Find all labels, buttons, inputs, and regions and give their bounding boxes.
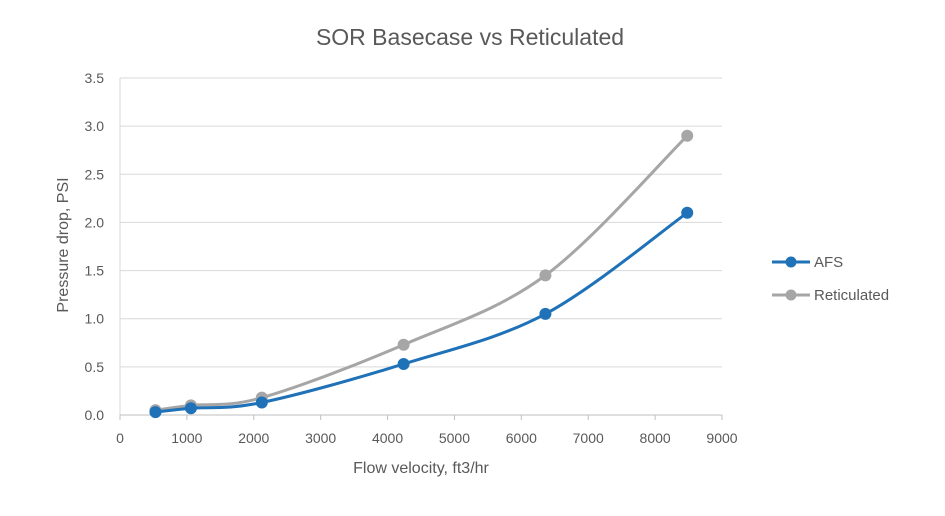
series-afs bbox=[149, 206, 694, 419]
y-tick-label: 3.5 bbox=[85, 70, 105, 86]
reticulated-point bbox=[681, 129, 694, 142]
x-tick-label: 2000 bbox=[238, 430, 269, 446]
reticulated-point bbox=[397, 338, 410, 351]
y-tick-label: 2.5 bbox=[85, 166, 105, 182]
afs-point bbox=[539, 307, 552, 320]
legend: AFS Reticulated bbox=[772, 254, 889, 304]
legend-item-afs: AFS bbox=[772, 254, 843, 271]
y-tick-label: 0.0 bbox=[85, 407, 105, 423]
gridlines bbox=[120, 77, 722, 368]
afs-point bbox=[149, 406, 162, 419]
x-tick-label: 5000 bbox=[439, 430, 470, 446]
y-tick-label: 3.0 bbox=[85, 118, 105, 134]
afs-line bbox=[153, 211, 689, 414]
y-axis-label: Pressure drop, PSI bbox=[55, 177, 72, 312]
x-tick-label: 1000 bbox=[171, 430, 202, 446]
afs-point bbox=[397, 357, 410, 370]
reticulated-point bbox=[539, 269, 552, 282]
x-tick-label: 0 bbox=[116, 430, 124, 446]
legend-swatch-marker bbox=[785, 289, 797, 301]
y-tick-label: 1.0 bbox=[85, 311, 105, 327]
x-tick-label: 8000 bbox=[640, 430, 671, 446]
x-tick-label: 4000 bbox=[372, 430, 403, 446]
legend-label: AFS bbox=[814, 254, 843, 271]
series-layer bbox=[149, 129, 694, 419]
legend-item-reticulated: Reticulated bbox=[772, 287, 889, 304]
y-tick-label: 0.5 bbox=[85, 359, 105, 375]
y-tick-label: 2.0 bbox=[85, 214, 105, 230]
afs-point bbox=[184, 402, 197, 415]
axes bbox=[119, 78, 723, 420]
x-tick-label: 6000 bbox=[506, 430, 537, 446]
x-tick-label: 9000 bbox=[706, 430, 737, 446]
x-tick-label: 7000 bbox=[573, 430, 604, 446]
legend-swatch-marker bbox=[785, 256, 797, 268]
legend-label: Reticulated bbox=[814, 287, 889, 304]
x-tick-label: 3000 bbox=[305, 430, 336, 446]
afs-point bbox=[681, 206, 694, 219]
chart-title: SOR Basecase vs Reticulated bbox=[316, 24, 624, 50]
tick-labels: 0.0 0.5 1.0 1.5 2.0 2.5 3.0 3.5 0 1000 2000 3000 400… bbox=[85, 70, 738, 446]
series-reticulated bbox=[149, 129, 694, 417]
y-tick-label: 1.5 bbox=[85, 263, 105, 279]
afs-point bbox=[255, 396, 268, 409]
x-axis-label: Flow velocity, ft3/hr bbox=[353, 460, 489, 477]
